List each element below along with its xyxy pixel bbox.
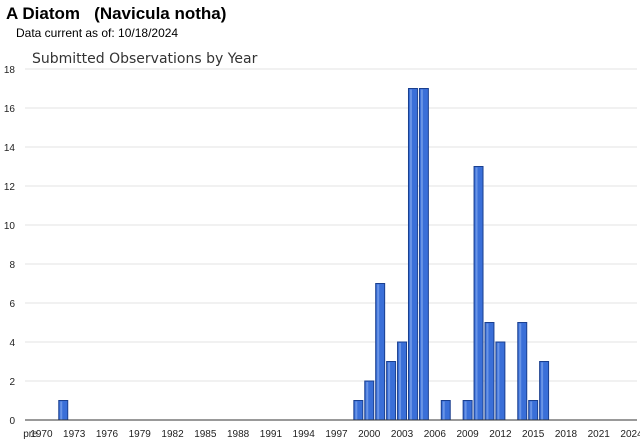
bar-2009 bbox=[462, 400, 473, 421]
bar-2004 bbox=[407, 88, 418, 421]
bar-1972 bbox=[58, 400, 69, 421]
x-tick-label: 2018 bbox=[555, 429, 578, 440]
x-tick-label: 1979 bbox=[129, 429, 152, 440]
x-tick-label: 1973 bbox=[63, 429, 86, 440]
bar-highlight bbox=[388, 362, 391, 420]
bar-highlight bbox=[399, 343, 402, 420]
x-tick-label: 2000 bbox=[358, 429, 381, 440]
bar-2012 bbox=[495, 341, 506, 421]
y-tick-label: 2 bbox=[9, 377, 15, 388]
bar-highlight bbox=[530, 401, 533, 420]
chart-grid bbox=[25, 68, 637, 382]
x-tick-label: 1994 bbox=[293, 429, 316, 440]
bar-highlight bbox=[464, 401, 467, 420]
y-tick-label: 6 bbox=[9, 299, 15, 310]
data-current-date: Data current as of: 10/18/2024 bbox=[16, 26, 179, 40]
x-tick-label: 1997 bbox=[325, 429, 348, 440]
y-tick-label: 16 bbox=[4, 104, 16, 115]
y-tick-label: 4 bbox=[9, 338, 15, 349]
x-tick-label: 2015 bbox=[522, 429, 545, 440]
bar-2001 bbox=[375, 283, 386, 421]
y-tick-label: 8 bbox=[9, 260, 15, 271]
bar-2002 bbox=[386, 361, 397, 421]
bar-highlight bbox=[366, 382, 369, 420]
bar-2016 bbox=[539, 361, 550, 421]
bar-2003 bbox=[397, 341, 408, 421]
x-tick-label: pre bbox=[23, 429, 38, 440]
bar-highlight bbox=[475, 167, 478, 420]
bar-highlight bbox=[60, 401, 63, 420]
x-tick-label: 1970 bbox=[30, 429, 53, 440]
bar-highlight bbox=[420, 89, 423, 420]
bar-highlight bbox=[519, 323, 522, 420]
y-tick-label: 0 bbox=[9, 416, 15, 427]
bar-highlight bbox=[497, 343, 500, 420]
species-title: A Diatom (Navicula notha) bbox=[6, 4, 227, 23]
bar-2011 bbox=[484, 322, 495, 421]
y-tick-label: 18 bbox=[4, 65, 16, 76]
bar-2015 bbox=[528, 400, 539, 421]
x-tick-label: 2006 bbox=[424, 429, 447, 440]
bar-2000 bbox=[364, 380, 375, 421]
bar-highlight bbox=[541, 362, 544, 420]
bar-highlight bbox=[355, 401, 358, 420]
bar-2007 bbox=[440, 400, 451, 421]
bar-highlight bbox=[486, 323, 489, 420]
bar-highlight bbox=[377, 284, 380, 420]
x-tick-label: 1988 bbox=[227, 429, 250, 440]
x-tick-label: 1976 bbox=[96, 429, 119, 440]
bar-series bbox=[58, 88, 550, 421]
y-tick-label: 10 bbox=[4, 221, 16, 232]
bar-highlight bbox=[442, 401, 445, 420]
bar-2010 bbox=[473, 166, 484, 421]
bar-2014 bbox=[517, 322, 528, 421]
x-tick-label: 1991 bbox=[260, 429, 283, 440]
bar-2005 bbox=[418, 88, 429, 421]
x-tick-label: 2024 bbox=[620, 429, 640, 440]
x-tick-label: 1985 bbox=[194, 429, 217, 440]
bar-1999 bbox=[353, 400, 364, 421]
y-tick-label: 12 bbox=[4, 182, 16, 193]
bar-highlight bbox=[409, 89, 412, 420]
x-tick-label: 2009 bbox=[456, 429, 479, 440]
y-axis-ticks: 0 2 4 6 8 10 12 14 16 18 bbox=[4, 65, 16, 427]
x-tick-label: 1982 bbox=[161, 429, 184, 440]
chart-title: Submitted Observations by Year bbox=[32, 51, 258, 67]
x-tick-label: 2012 bbox=[489, 429, 512, 440]
x-tick-label: 2003 bbox=[391, 429, 414, 440]
x-tick-label: 2021 bbox=[588, 429, 611, 440]
y-tick-label: 14 bbox=[4, 143, 16, 154]
